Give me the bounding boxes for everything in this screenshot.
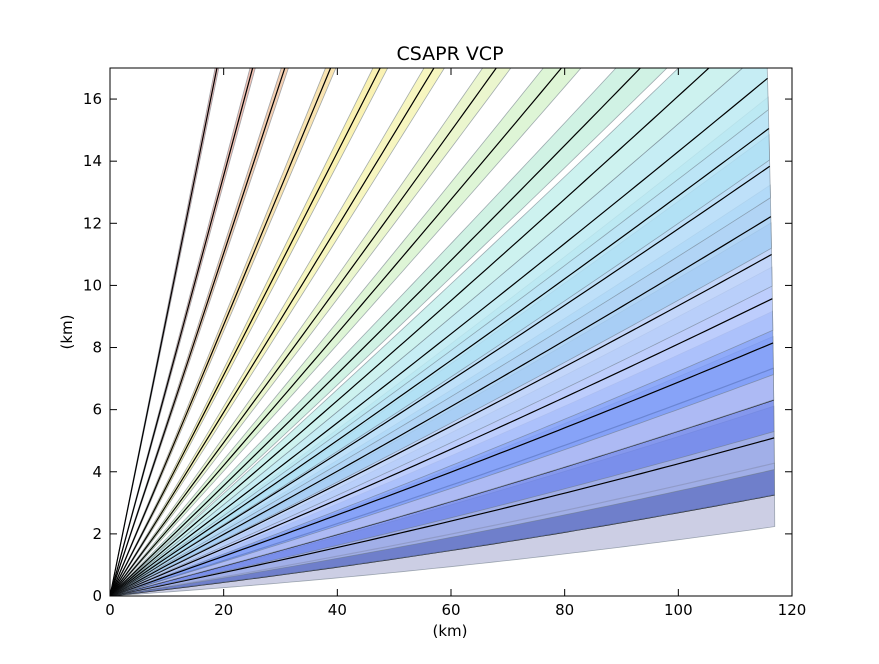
beam-band-17	[110, 68, 389, 596]
beam-band-14	[110, 68, 582, 596]
beam-center-line-9	[110, 165, 771, 596]
beam-center-line-18	[110, 68, 332, 596]
x-tick-label: 40	[328, 601, 347, 619]
beam-center-line-17	[110, 68, 381, 596]
beam-center-line-21	[110, 68, 218, 596]
beam-center-line-10	[110, 128, 770, 596]
x-tick-label: 120	[778, 601, 807, 619]
beam-center-line-6	[110, 298, 773, 596]
beam-center-line-2	[110, 437, 775, 596]
x-tick-label: 80	[555, 601, 574, 619]
y-tick-label: 2	[92, 525, 102, 543]
beam-band-16	[110, 68, 445, 596]
beam-band-13	[110, 68, 668, 596]
x-tick-label: 0	[105, 601, 115, 619]
y-axis-label: (km)	[58, 314, 76, 349]
beam-center-line-5	[110, 342, 774, 596]
beams-layer	[110, 68, 776, 596]
beam-center-line-12	[110, 68, 710, 596]
beam-center-line-15	[110, 68, 498, 596]
beam-center-line-19	[110, 68, 286, 596]
y-tick-label: 8	[92, 339, 102, 357]
beam-center-line-11	[110, 77, 768, 596]
ticks-layer: 0 20 40 60 80 100 120 0 2 4 6 8 10 12 14 16	[83, 68, 806, 619]
beam-center-line-16	[110, 68, 435, 596]
beam-band-19	[110, 68, 289, 596]
x-axis-label: (km)	[432, 622, 467, 640]
beam-center-line-8	[110, 216, 772, 596]
x-tick-label: 60	[441, 601, 460, 619]
beam-band-15	[110, 68, 512, 596]
y-tick-label: 10	[83, 276, 102, 294]
beam-band-18	[110, 68, 337, 596]
beam-center-line-20	[110, 68, 254, 596]
chart-title: CSAPR VCP	[396, 43, 503, 65]
y-tick-label: 14	[83, 152, 102, 170]
y-tick-label: 0	[92, 587, 102, 605]
x-tick-label: 20	[214, 601, 233, 619]
y-tick-label: 6	[92, 401, 102, 419]
beam-band-12	[110, 68, 744, 596]
plot-frame	[109, 67, 793, 597]
beam-center-line-7	[110, 253, 772, 596]
y-tick-label: 4	[92, 463, 102, 481]
y-tick-label: 16	[83, 90, 102, 108]
beam-center-line-14	[110, 68, 563, 596]
y-tick-label: 12	[83, 214, 102, 232]
beam-center-line-13	[110, 68, 642, 596]
x-tick-label: 100	[664, 601, 693, 619]
